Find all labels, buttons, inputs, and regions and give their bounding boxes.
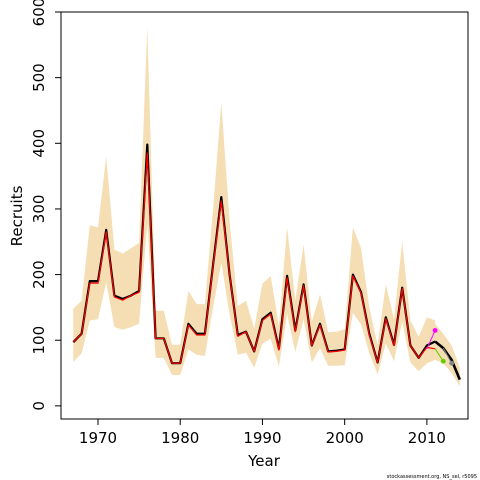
retro-point-2 xyxy=(440,358,446,364)
y-tick-label-0: 0 xyxy=(30,401,48,411)
x-tick-label-2010: 2010 xyxy=(408,429,446,447)
retro-line-1 xyxy=(426,330,436,350)
source-credit: stockassessment.org, NS_sel, r5095 xyxy=(387,474,477,480)
y-tick-label-400: 400 xyxy=(30,129,48,158)
x-tick-label-2000: 2000 xyxy=(326,429,364,447)
series-line-layer xyxy=(72,143,462,381)
y-tick-label-200: 200 xyxy=(30,260,48,289)
projection-line xyxy=(434,340,462,381)
x-axis: 1970 1980 1990 2000 2010 xyxy=(79,419,446,447)
x-tick-label-1990: 1990 xyxy=(243,429,281,447)
y-tick-label-500: 500 xyxy=(30,63,48,92)
retro-line-2 xyxy=(434,348,444,362)
y-tick-label-100: 100 xyxy=(30,326,48,355)
y-axis-title: Recruits xyxy=(8,185,26,246)
y-tick-label-300: 300 xyxy=(30,195,48,224)
y-axis: 0 100 200 300 400 500 600 xyxy=(30,0,61,411)
fit-line xyxy=(72,152,436,364)
retro-point-layer xyxy=(432,328,454,366)
confidence-band xyxy=(73,26,436,376)
x-tick-label-1970: 1970 xyxy=(79,429,117,447)
retro-point-1 xyxy=(432,328,438,333)
retro-point-3 xyxy=(449,360,454,366)
x-axis-title: Year xyxy=(247,452,281,470)
plot-frame xyxy=(60,11,469,420)
x-tick-label-1980: 1980 xyxy=(161,429,199,447)
retro-line-3 xyxy=(442,347,453,364)
y-tick-label-600: 600 xyxy=(30,0,48,26)
